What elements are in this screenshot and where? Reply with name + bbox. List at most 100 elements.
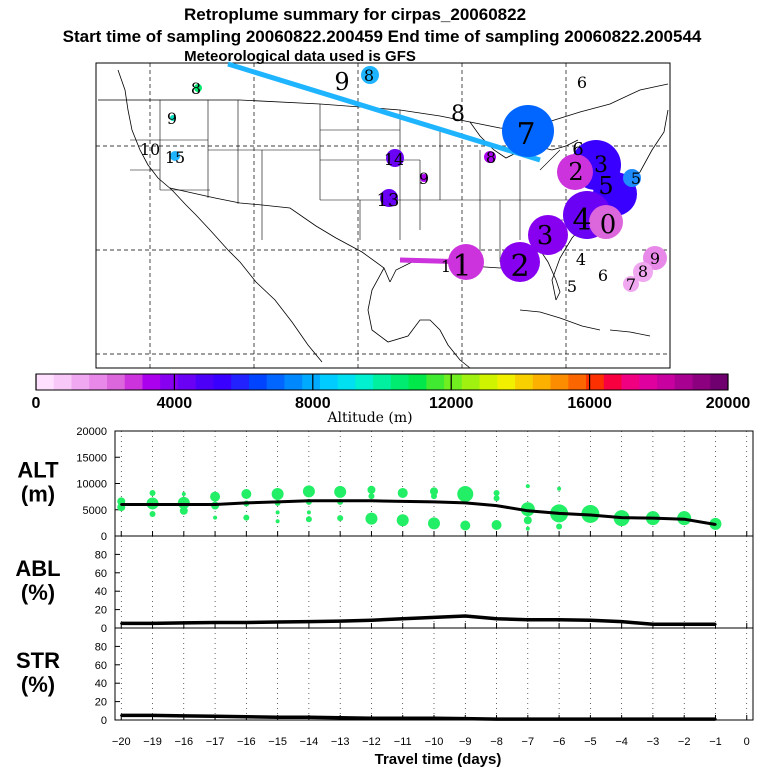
colorbar-cell (53, 374, 72, 390)
plume-blob (500, 242, 540, 282)
colorbar-cell (657, 374, 676, 390)
y-tick-label: 15000 (76, 452, 107, 464)
series-point (370, 618, 373, 622)
y-tick-label: 0 (101, 623, 107, 635)
y-tick-label: 0 (101, 715, 107, 727)
altitude-bubble (305, 516, 312, 523)
colorbar-cell (355, 374, 374, 390)
colorbar-cell (586, 374, 605, 390)
y-tick-label: 80 (95, 641, 107, 653)
series-point (213, 503, 217, 506)
altitude-bubble (397, 487, 408, 498)
altitude-bubble (334, 485, 347, 498)
plume-day-label: 5 (567, 277, 577, 296)
altitude-bubble (396, 514, 409, 527)
plume-blob (194, 84, 202, 92)
x-tick-label: −17 (206, 736, 225, 748)
plume-day-label: 4 (572, 203, 591, 238)
colorbar-cell (89, 374, 108, 390)
series-point (682, 623, 686, 626)
series-point (120, 622, 123, 625)
panel-alt: 0 5000 10000 15000 20000 ALT(m) (17, 426, 754, 543)
plume-day-label: 8 (451, 102, 465, 127)
y-tick-label: 20000 (76, 426, 107, 438)
altitude-bubble (525, 484, 530, 489)
title-line-1: Retroplume summary for cirpas_20060822 (184, 5, 526, 24)
colorbar-cell (231, 374, 250, 390)
colorbar-cell (390, 374, 410, 390)
series-point (401, 716, 404, 720)
series-point (651, 717, 655, 721)
plume-day-label: 2 (568, 158, 583, 186)
series-point (557, 618, 561, 621)
series-point (464, 717, 467, 720)
altitude-bubble (241, 489, 252, 499)
colorbar-cell (266, 374, 285, 390)
colorbar-tick-label: 8000 (295, 395, 331, 412)
plume-blob (170, 115, 176, 121)
series-point (526, 618, 530, 621)
altitude-bubble (556, 523, 563, 530)
series-point (213, 715, 217, 718)
time-series-panels: 05000100001500020000ALT(m)020406080ABL(%… (15, 426, 754, 727)
series-point (464, 501, 467, 505)
plume-day-label: 8 (638, 262, 648, 281)
x-tick-label: −10 (425, 736, 444, 748)
series-point (714, 623, 717, 626)
plume-blob (448, 244, 484, 280)
series-point (245, 621, 248, 624)
series-point (401, 617, 404, 620)
series-point (338, 619, 342, 623)
series-point (120, 714, 123, 717)
x-tick-label: −9 (459, 736, 472, 748)
colorbar-tick-label: 12000 (429, 395, 474, 412)
plume-day-label: 10 (140, 140, 160, 159)
plume-day-label: 8 (364, 66, 374, 85)
colorbar-cell (568, 374, 587, 390)
altitude-bubble (337, 515, 344, 522)
series-point (151, 503, 154, 506)
colorbar-cell (248, 374, 268, 390)
altitude-bubble (179, 506, 188, 515)
series-point (182, 714, 186, 718)
x-tick-label: −13 (331, 736, 350, 748)
series-line (121, 713, 716, 721)
colorbar-cell (444, 374, 463, 390)
series-point (620, 620, 623, 623)
altitude-bubble (493, 495, 500, 502)
x-tick-label: −20 (112, 736, 131, 748)
colorbar-tick-label: 20000 (706, 395, 751, 412)
plume-day-label: 13 (377, 190, 400, 211)
plume-day-label: 3 (537, 221, 554, 251)
series-point (151, 622, 154, 625)
series-point (495, 617, 498, 620)
x-axis-label: Travel time (days) (375, 751, 502, 768)
series-point (620, 516, 623, 519)
map-grid (96, 63, 670, 368)
colorbar-cell (515, 374, 534, 390)
plume-day-label: 7 (516, 117, 535, 152)
series-point (526, 509, 530, 512)
plume-day-label: 4 (576, 250, 586, 269)
altitude-bubble (181, 492, 186, 496)
series-point (495, 717, 498, 721)
series-point (557, 717, 561, 721)
series-point (620, 717, 623, 721)
plume-blob (633, 262, 653, 282)
panel-ylabel-unit: (%) (21, 672, 55, 697)
plume-day-label: 5 (631, 169, 641, 188)
plume-day-label: 6 (577, 73, 587, 92)
altitude-bubble (213, 515, 218, 520)
hispaniola (609, 329, 651, 337)
title-line-3: Meteorological data used is GFS (184, 48, 416, 65)
colorbar-cell (106, 374, 126, 390)
colorbar-tick-label: 16000 (567, 395, 612, 412)
plume-blob (361, 66, 379, 84)
colorbar-tick-label: 0 (32, 395, 41, 412)
series-point (589, 618, 592, 622)
plume-blob (623, 169, 641, 187)
altitude-bubble (210, 491, 221, 502)
map-outlines (96, 63, 670, 369)
colorbar-cell (710, 374, 729, 390)
